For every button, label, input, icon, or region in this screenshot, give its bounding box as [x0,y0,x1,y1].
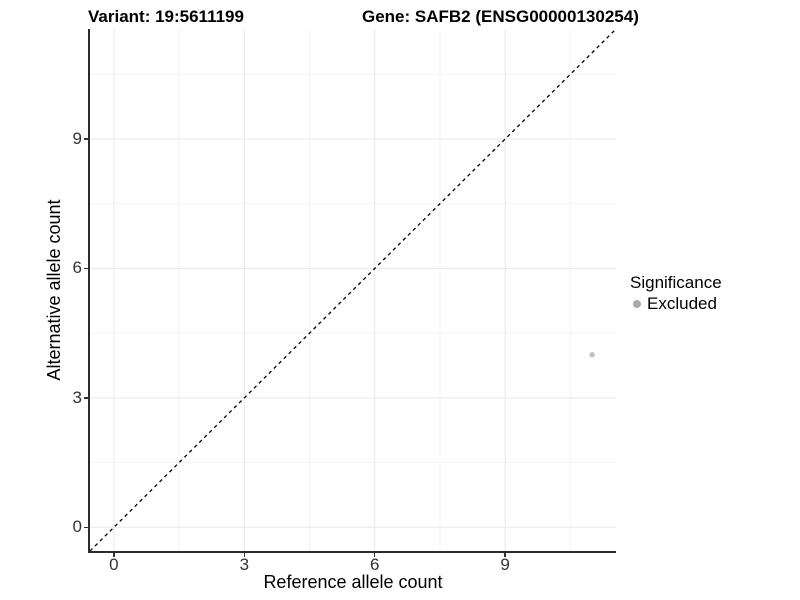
x-tick-label: 6 [370,555,380,574]
identity-line [90,29,616,551]
plot-title-gene: Gene: SAFB2 (ENSG00000130254) [362,7,639,26]
legend-item-excluded: Excluded [628,294,798,314]
y-tick-label: 0 [72,517,82,537]
excluded-point-swatch-icon [633,300,641,308]
x-axis-title: Reference allele count [263,572,443,592]
x-tick-mark [504,552,506,558]
y-tick-mark [84,267,89,270]
x-tick-label: 9 [500,555,510,574]
x-tick-mark [113,552,115,558]
legend-item-label: Excluded [647,294,717,313]
x-axis-line [88,551,616,553]
x-tick-label: 0 [109,555,119,574]
x-tick-mark [373,552,376,558]
y-tick-mark [84,138,89,140]
x-tick-mark [243,552,246,558]
x-tick-label: 3 [239,555,250,574]
y-axis-title: Alternative allele count [44,199,64,381]
y-tick-mark [84,526,89,529]
panel-canvas [90,29,616,551]
y-tick-label: 3 [72,387,82,407]
plot-panel [90,29,616,551]
legend: Significance Excluded [628,272,798,314]
y-axis-line [88,29,90,553]
legend-title: Significance [630,273,722,292]
plot-title-variant: Variant: 19:5611199 [88,7,244,26]
y-tick-label: 9 [72,129,82,148]
scatter-point [589,352,595,358]
y-tick-mark [84,397,89,399]
y-tick-label: 6 [72,258,82,278]
